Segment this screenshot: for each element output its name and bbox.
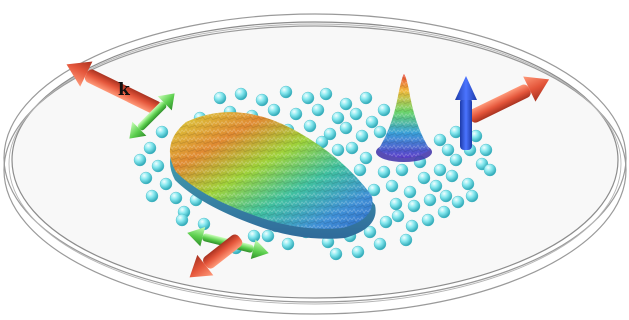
cyan-atom-sphere (374, 238, 386, 250)
cyan-atom-sphere (424, 194, 436, 206)
cyan-atom-sphere (214, 92, 226, 104)
cyan-atom-sphere (374, 126, 386, 138)
cyan-atom-sphere (406, 220, 418, 232)
wavevector-label: k (118, 80, 131, 100)
cyan-atom-sphere (430, 180, 442, 192)
cyan-atom-sphere (170, 192, 182, 204)
cyan-atom-sphere (418, 172, 430, 184)
cyan-atom-sphere (256, 94, 268, 106)
cyan-atom-sphere (156, 126, 168, 138)
cyan-atom-sphere (404, 186, 416, 198)
cyan-atom-sphere (442, 144, 454, 156)
cyan-atom-sphere (434, 134, 446, 146)
cyan-atom-sphere (378, 104, 390, 116)
cyan-atom-sphere (146, 190, 158, 202)
cyan-atom-sphere (282, 238, 294, 250)
cyan-atom-sphere (386, 180, 398, 192)
cyan-atom-sphere (268, 104, 280, 116)
cyan-atom-sphere (480, 144, 492, 156)
cyan-atom-sphere (340, 98, 352, 110)
cyan-atom-sphere (366, 116, 378, 128)
cyan-atom-sphere (452, 196, 464, 208)
cyan-atom-sphere (346, 142, 358, 154)
cyan-atom-sphere (434, 164, 446, 176)
cyan-atom-sphere (378, 166, 390, 178)
cyan-atom-sphere (312, 104, 324, 116)
cyan-atom-sphere (304, 120, 316, 132)
cyan-atom-sphere (160, 178, 172, 190)
cyan-atom-sphere (140, 172, 152, 184)
cyan-atom-sphere (330, 248, 342, 260)
cyan-atom-sphere (332, 144, 344, 156)
cyan-atom-sphere (440, 190, 452, 202)
cyan-atom-sphere (332, 112, 344, 124)
cyan-atom-sphere (408, 200, 420, 212)
cyan-atom-sphere (380, 216, 392, 228)
cyan-atom-sphere (438, 206, 450, 218)
cyan-atom-sphere (450, 154, 462, 166)
cyan-atom-sphere (302, 92, 314, 104)
cyan-atom-sphere (235, 88, 247, 100)
cyan-atom-sphere (484, 164, 496, 176)
cyan-atom-sphere (290, 108, 302, 120)
cyan-atom-sphere (152, 160, 164, 172)
cyan-atom-sphere (390, 198, 402, 210)
cyan-atom-sphere (134, 154, 146, 166)
cyan-atom-sphere (392, 210, 404, 222)
cyan-atom-sphere (400, 234, 412, 246)
cyan-atom-sphere (360, 92, 372, 104)
cyan-atom-sphere (360, 152, 372, 164)
cyan-atom-sphere (354, 164, 366, 176)
cyan-atom-sphere (462, 178, 474, 190)
cyan-atom-sphere (320, 88, 332, 100)
cyan-atom-sphere (396, 164, 408, 176)
cyan-atom-sphere (352, 246, 364, 258)
cyan-atom-sphere (262, 230, 274, 242)
cyan-atom-sphere (280, 86, 292, 98)
cyan-atom-sphere (422, 214, 434, 226)
cyan-atom-sphere (350, 108, 362, 120)
cyan-atom-sphere (356, 130, 368, 142)
cyan-atom-sphere (144, 142, 156, 154)
cyan-atom-sphere (340, 122, 352, 134)
cyan-atom-sphere (446, 170, 458, 182)
cyan-atom-sphere (248, 230, 260, 242)
cyan-atom-sphere (176, 214, 188, 226)
cyan-atom-sphere (466, 190, 478, 202)
